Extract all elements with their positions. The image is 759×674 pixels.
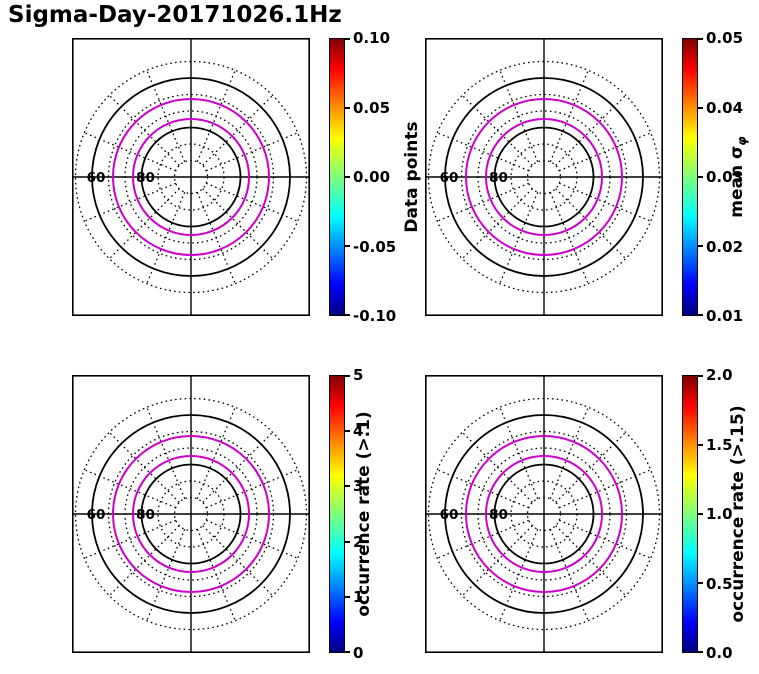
- radial-tick-label: 60: [87, 507, 106, 523]
- overlay-ring: [112, 435, 270, 593]
- overlay-ring: [485, 118, 603, 236]
- radial-tick-label: 80: [136, 507, 155, 523]
- colorbar-label: occurrence rate (>.15): [728, 405, 748, 623]
- colorbar-tick-label: 0.01: [706, 307, 744, 325]
- figure-title: Sigma-Day-20171026.1Hz: [8, 2, 342, 28]
- colorbar-tick-label: 1: [353, 588, 364, 607]
- colorbar-tick-label: 0: [353, 644, 364, 662]
- colorbar-ticks: 0.05 0.04 0.03 0.02 0.01: [706, 29, 759, 325]
- colorbar-tick: [698, 513, 703, 515]
- overlay-ring: [465, 435, 623, 593]
- colorbar-tick-label: -0.10: [353, 307, 397, 325]
- colorbar-tick-label: 1.5: [706, 435, 733, 454]
- colorbar-tick: [698, 176, 703, 178]
- colorbar-tick-label: 5: [353, 366, 364, 384]
- colorbar-tick: [345, 375, 350, 377]
- panel-bottom-right: 60 80 2.0 1.5 1.0 0.5 0.0 occurrence rate (>.…: [425, 366, 759, 662]
- colorbar-tick-label: 0.00: [353, 168, 391, 186]
- colorbar-ticks: 5 4 3 2 1 0: [353, 366, 415, 662]
- colorbar-tick-label: 0.10: [353, 29, 391, 47]
- colorbar-tick: [345, 595, 350, 598]
- colorbar-tick: [698, 444, 703, 446]
- colorbar-tick-label: 4: [353, 421, 364, 440]
- colorbar: [329, 375, 350, 653]
- colorbar-tick-label: 0.04: [706, 98, 744, 117]
- polar-plot: 60 80: [425, 38, 663, 316]
- panel-bottom-left: 60 80 5 4 3 2 1 0 occurrence rate (>.1): [72, 366, 415, 662]
- overlay-ring: [132, 455, 250, 573]
- colorbar-label: occurrence rate (>.1): [354, 411, 374, 617]
- radial-tick-label: 80: [136, 170, 155, 186]
- overlay-ring: [465, 98, 623, 256]
- overlay-ring: [485, 455, 603, 573]
- colorbar-tick: [698, 582, 703, 584]
- radial-tick-label: 80: [489, 170, 508, 186]
- colorbar: [329, 38, 350, 316]
- colorbar-ticks: 0.10 0.05 0.00 -0.05 -0.10: [353, 29, 415, 325]
- colorbar-tick: [345, 485, 350, 488]
- colorbar-label-subscript: φ: [735, 136, 750, 146]
- colorbar-tick: [345, 314, 350, 316]
- colorbar-tick-label: 2: [353, 532, 364, 551]
- polar-plot: 60 80: [72, 375, 310, 653]
- colorbar-tick-label: 2.0: [706, 366, 733, 384]
- colorbar-label-main: mean σ: [726, 145, 747, 218]
- colorbar-tick-label: 0.5: [706, 574, 733, 593]
- panel-top-right: 60 80 0.05 0.04 0.03 0.02 0.01 mean σφ: [425, 29, 759, 325]
- colorbar-tick: [698, 38, 703, 40]
- colorbar-tick: [345, 540, 350, 543]
- colorbar-tick: [698, 651, 703, 653]
- colorbar-tick-label: 3: [353, 477, 364, 496]
- polar-plot: 60 80: [72, 38, 310, 316]
- colorbar-tick: [698, 375, 703, 377]
- colorbar: [682, 38, 703, 316]
- colorbar-tick-label: 0.02: [706, 237, 744, 256]
- radial-tick-label: 80: [489, 507, 508, 523]
- colorbar-tick-label: 1.0: [706, 505, 733, 523]
- colorbar-tick: [698, 107, 703, 109]
- colorbar-tick: [698, 245, 703, 247]
- colorbar-tick: [345, 430, 350, 433]
- overlay-ring: [132, 118, 250, 236]
- colorbar-tick-label: 0.0: [706, 644, 733, 662]
- colorbar-tick: [345, 651, 350, 653]
- radial-tick-label: 60: [440, 170, 459, 186]
- colorbar-tick: [345, 176, 350, 178]
- colorbar-tick: [698, 314, 703, 316]
- polar-plot: 60 80: [425, 375, 663, 653]
- radial-tick-label: 60: [87, 170, 106, 186]
- radial-tick-label: 60: [440, 507, 459, 523]
- colorbar-tick-label: -0.05: [353, 237, 397, 256]
- colorbar-tick-label: 0.05: [706, 29, 744, 47]
- colorbar-tick: [345, 245, 350, 247]
- colorbar-tick-label: 0.05: [353, 98, 391, 117]
- colorbar-label: Data points: [402, 121, 422, 233]
- panel-top-left: 60 80 0.10 0.05 0.00 -0.05 -0.10 Data points: [72, 29, 422, 325]
- colorbar: [682, 375, 703, 653]
- colorbar-tick: [345, 38, 350, 40]
- colorbar-label: mean σφ: [727, 136, 749, 217]
- colorbar-tick: [345, 107, 350, 109]
- colorbar-ticks: 2.0 1.5 1.0 0.5 0.0: [706, 366, 759, 662]
- colorbar-tick-label: 0.03: [706, 168, 744, 186]
- overlay-ring: [112, 98, 270, 256]
